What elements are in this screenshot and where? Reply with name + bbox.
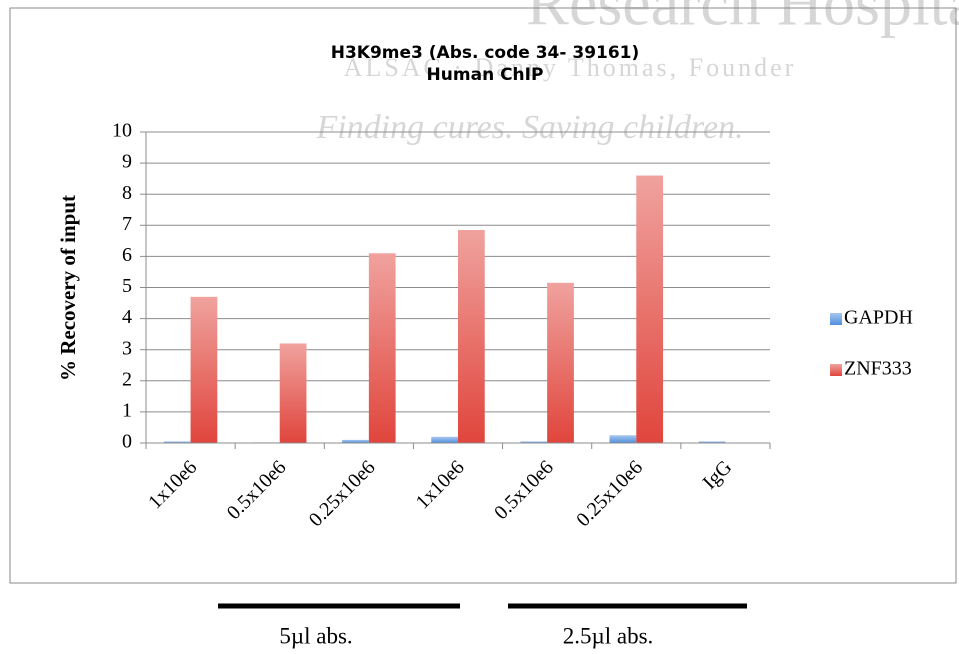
bar [163,441,191,443]
x-tick-label: 0.5x10e6 [223,456,291,524]
x-tick-label: 0.25x10e6 [305,456,380,531]
y-tick-label: 2 [122,368,132,390]
bar [547,282,574,443]
y-tick-label: 10 [112,120,132,142]
watermark: Finding cures. Saving children. [315,109,743,146]
bar [279,343,307,443]
y-tick-label: 7 [122,213,132,235]
bar [609,435,637,443]
chart-subtitle: Human ChIP [427,65,544,85]
x-tick-label: 0.5x10e6 [490,456,558,524]
watermark: ALSAC · Danny Thomas, Founder [344,53,797,82]
bar [342,439,369,443]
chart-frame [9,7,957,584]
y-tick-label: 6 [122,244,132,266]
y-axis-label: % Recovery of input [56,195,80,381]
bar [458,229,485,443]
bar [190,296,218,443]
chart-title: H3K9me3 (Abs. code 34- 39161) [331,43,640,63]
bar [368,253,396,443]
bar [636,175,664,444]
y-tick-label: 5 [122,275,132,297]
y-tick-label: 1 [122,399,132,421]
bar [431,436,458,443]
legend-swatch [830,313,842,325]
legend-label: GAPDH [844,307,913,329]
bar [698,441,726,443]
y-tick-label: 0 [122,431,132,453]
x-tick-label: 0.25x10e6 [572,456,647,531]
x-tick-label: IgG [699,456,737,494]
x-tick-label: 1x10e6 [412,456,469,513]
x-tick-label: 1x10e6 [144,456,201,513]
y-tick-label: 9 [122,151,132,173]
y-tick-label: 8 [122,182,132,204]
legend-swatch [830,364,842,376]
group-label: 5µl abs. [279,623,352,648]
bar [520,441,548,443]
y-tick-label: 4 [122,306,132,328]
watermark: Research Hospital [526,0,959,39]
legend-label: ZNF333 [844,358,912,380]
y-tick-label: 3 [122,337,132,359]
group-label: 2.5µl abs. [563,623,654,648]
